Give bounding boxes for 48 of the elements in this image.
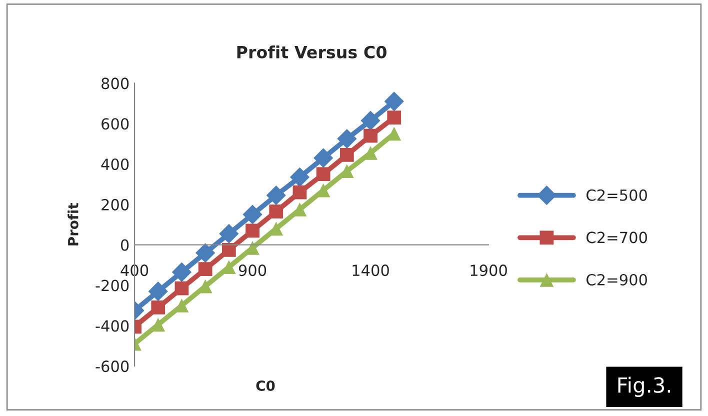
- point: [337, 128, 357, 149]
- y-tick-label: -200: [96, 280, 129, 292]
- y-tick-label: -400: [96, 320, 129, 332]
- x-tick-label: 1900: [470, 264, 507, 276]
- x-axis-title: C0: [256, 380, 275, 391]
- point: [246, 240, 260, 255]
- point: [364, 146, 378, 160]
- point: [316, 167, 330, 182]
- point: [172, 262, 192, 282]
- y-axis-title: Profit: [68, 202, 78, 246]
- y-tick-label: 600: [102, 118, 129, 130]
- point: [314, 148, 334, 168]
- point: [269, 222, 284, 236]
- y-tick-label: 400: [101, 158, 129, 170]
- point: [316, 183, 330, 198]
- point: [340, 148, 354, 162]
- point: [219, 224, 239, 244]
- x-tick-label: 1400: [352, 264, 389, 276]
- point: [387, 126, 402, 141]
- legend-label: C2=700: [586, 232, 647, 244]
- point: [246, 224, 260, 238]
- point: [266, 186, 286, 206]
- legend-label: C2=500: [586, 189, 647, 201]
- point: [360, 110, 380, 130]
- point: [198, 262, 212, 276]
- y-tick-label: -600: [96, 360, 129, 372]
- chart-title: Profit Versus C0: [237, 46, 386, 58]
- y-tick-label: 800: [102, 78, 129, 90]
- point: [222, 242, 236, 257]
- y-tick-label: 200: [102, 198, 129, 210]
- point: [174, 281, 189, 296]
- x-tick-label: 900: [238, 264, 266, 276]
- point: [364, 128, 378, 143]
- y-tick-label: 0: [120, 239, 129, 251]
- point: [148, 282, 168, 302]
- point: [387, 110, 402, 124]
- point: [242, 204, 262, 224]
- point: [198, 279, 212, 294]
- point: [290, 167, 310, 187]
- x-tick-label: 400: [120, 264, 148, 276]
- point: [292, 185, 307, 200]
- point: [384, 92, 404, 112]
- point: [196, 243, 216, 263]
- point: [151, 300, 166, 314]
- point: [151, 318, 166, 332]
- caption: Fig.3.: [618, 376, 670, 397]
- legend-label: C2=900: [586, 274, 647, 286]
- point: [269, 204, 284, 218]
